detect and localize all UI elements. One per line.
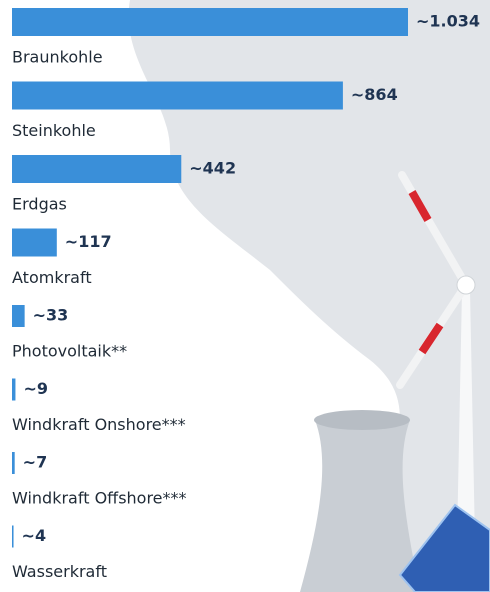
bar: [12, 379, 15, 401]
category-label: Photovoltaik**: [12, 342, 127, 361]
category-label: Windkraft Onshore***: [12, 415, 186, 434]
value-label: ~9: [23, 379, 48, 398]
category-label: Atomkraft: [12, 268, 92, 287]
bar: [12, 8, 408, 36]
value-label: ~1.034: [416, 12, 480, 31]
cooling-tower: [300, 420, 420, 592]
category-label: Windkraft Offshore***: [12, 489, 187, 508]
bar: [12, 229, 57, 257]
bar: [12, 452, 15, 474]
category-label: Braunkohle: [12, 48, 103, 67]
page: ~1.034 Braunkohle ~864 Steinkohle ~442 Erdgas…: [0, 0, 490, 592]
value-label: ~7: [23, 453, 48, 472]
turbine-hub: [457, 276, 475, 294]
category-label: Erdgas: [12, 195, 67, 214]
cooling-tower-top: [314, 410, 410, 430]
category-label: Wasserkraft: [12, 562, 107, 581]
bar: [12, 155, 181, 183]
chart: ~1.034 Braunkohle ~864 Steinkohle ~442 Erdgas…: [0, 0, 490, 592]
value-label: ~864: [351, 85, 398, 104]
value-label: ~33: [33, 306, 69, 325]
bar: [12, 526, 14, 548]
bar: [12, 82, 343, 110]
category-label: Steinkohle: [12, 121, 96, 140]
value-label: ~117: [65, 232, 112, 251]
value-label: ~4: [22, 526, 47, 545]
bar: [12, 305, 25, 327]
value-label: ~442: [189, 159, 236, 178]
